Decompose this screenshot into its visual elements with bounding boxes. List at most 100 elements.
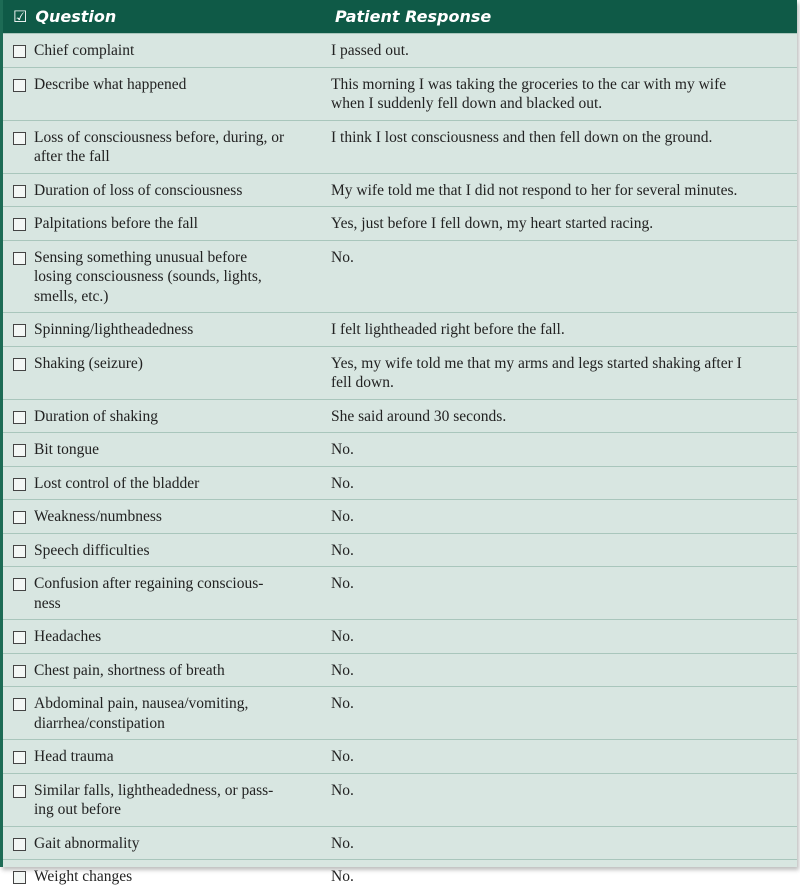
- question-cell: Palpitations before the fall: [3, 206, 319, 240]
- table-row: Loss of consciousness before, during, or…: [3, 119, 797, 173]
- question-text: Abdominal pain, nausea/vomiting, diarrhe…: [34, 695, 249, 732]
- question-cell: Chest pain, shortness of breath: [3, 652, 319, 687]
- checkbox-icon[interactable]: [13, 444, 26, 457]
- table-row: Palpitations before the fall Yes, just be…: [3, 206, 797, 240]
- checkbox-icon[interactable]: [13, 511, 26, 524]
- question-cell: Weight changes: [3, 859, 319, 893]
- response-cell: No.: [319, 859, 797, 893]
- response-cell: My wife told me that I did not respond t…: [319, 172, 797, 207]
- checkbox-icon[interactable]: [13, 357, 26, 371]
- question-text: Lost control of the bladder: [34, 474, 200, 492]
- table-row: Abdominal pain, nausea/vomiting, diarrhe…: [3, 686, 797, 740]
- question-cell: Shaking (seizure): [3, 345, 319, 399]
- table-header: ☑ Question Patient Response: [3, 0, 797, 34]
- question-cell: Confusion after regaining conscious- nes…: [3, 566, 319, 620]
- checkbox-icon[interactable]: [13, 251, 26, 265]
- question-text: Headaches: [34, 628, 102, 645]
- checkbox-icon[interactable]: [13, 578, 26, 591]
- question-text: Chief complaint: [34, 42, 135, 59]
- response-cell: This morning I was taking the groceries …: [319, 66, 797, 120]
- question-cell: Speech difficulties: [3, 532, 319, 567]
- question-cell: Weakness/numbness: [3, 499, 319, 533]
- table-row: Weight changes No.: [3, 859, 797, 893]
- question-text: Chest pain, shortness of breath: [34, 661, 225, 679]
- checkbox-icon[interactable]: [13, 218, 26, 231]
- table-row: Confusion after regaining conscious- nes…: [3, 566, 797, 620]
- question-text: Sensing something unusual before losing …: [34, 248, 262, 305]
- table-row: Speech difficulties No.: [3, 532, 797, 567]
- checkbox-icon[interactable]: [13, 410, 26, 424]
- checkbox-icon[interactable]: [13, 837, 26, 851]
- question-cell: Describe what happened: [3, 66, 319, 120]
- table-row: Duration of loss of consciousness My wife…: [3, 172, 797, 207]
- question-cell: Duration of shaking: [3, 398, 319, 433]
- question-text: Shaking (seizure): [34, 354, 143, 372]
- table-row: Head trauma No.: [3, 739, 797, 773]
- question-cell: Bit tongue: [3, 432, 319, 466]
- table-row: Describe what happened This morning I was…: [3, 66, 797, 120]
- checkbox-icon[interactable]: [13, 131, 26, 145]
- question-cell: Lost control of the bladder: [3, 465, 319, 500]
- checkbox-icon[interactable]: [13, 477, 26, 491]
- question-column-header: ☑ Question: [3, 0, 319, 34]
- checkbox-icon[interactable]: [13, 184, 26, 198]
- checkbox-icon[interactable]: [13, 784, 26, 798]
- response-cell: Yes, just before I fell down, my heart s…: [319, 206, 797, 240]
- response-cell: I passed out.: [319, 33, 797, 67]
- question-text: Head trauma: [34, 748, 114, 765]
- patient-history-table: ☑ Question Patient Response Chief complai…: [3, 0, 797, 893]
- question-cell: Duration of loss of consciousness: [3, 172, 319, 207]
- question-text: Gait abnormality: [34, 834, 140, 852]
- question-text: Bit tongue: [34, 441, 100, 458]
- question-text: Speech difficulties: [34, 541, 150, 559]
- checkbox-icon[interactable]: [13, 78, 26, 92]
- response-column-header: Patient Response: [319, 0, 797, 34]
- checkbox-icon[interactable]: [13, 751, 26, 764]
- response-cell: No.: [319, 465, 797, 500]
- question-cell: Gait abnormality: [3, 825, 319, 860]
- checkbox-icon[interactable]: [13, 544, 26, 558]
- question-cell: Head trauma: [3, 739, 319, 773]
- response-cell: No.: [319, 772, 797, 826]
- checkbox-checked-icon: ☑: [13, 7, 28, 26]
- question-text: Weakness/numbness: [34, 508, 162, 525]
- table-row: Sensing something unusual before losing …: [3, 239, 797, 313]
- question-cell: Headaches: [3, 619, 319, 653]
- question-cell: Chief complaint: [3, 33, 319, 67]
- response-cell: I think I lost consciousness and then fe…: [319, 119, 797, 173]
- question-text: Confusion after regaining conscious- nes…: [34, 575, 264, 612]
- checkbox-icon[interactable]: [13, 698, 26, 711]
- response-cell: Yes, my wife told me that my arms and le…: [319, 345, 797, 399]
- checkbox-icon[interactable]: [13, 631, 26, 644]
- table-row: Shaking (seizure) Yes, my wife told me th…: [3, 345, 797, 399]
- table-row: Similar falls, lightheadedness, or pass-…: [3, 772, 797, 826]
- checkbox-icon[interactable]: [13, 324, 26, 337]
- table-row: Chest pain, shortness of breath No.: [3, 652, 797, 687]
- response-cell: No.: [319, 432, 797, 466]
- question-text: Palpitations before the fall: [34, 215, 198, 232]
- question-text: Weight changes: [34, 868, 133, 885]
- response-cell: No.: [319, 686, 797, 740]
- response-cell: No.: [319, 499, 797, 533]
- table-row: Bit tongue No.: [3, 432, 797, 466]
- response-cell: No.: [319, 739, 797, 773]
- checkbox-icon[interactable]: [13, 664, 26, 678]
- question-text: Duration of shaking: [34, 407, 158, 425]
- question-text: Duration of loss of consciousness: [34, 181, 243, 199]
- question-text: Loss of consciousness before, during, or…: [34, 128, 285, 166]
- question-cell: Similar falls, lightheadedness, or pass-…: [3, 772, 319, 826]
- question-cell: Sensing something unusual before losing …: [3, 239, 319, 313]
- checkbox-icon[interactable]: [13, 871, 26, 884]
- response-cell: She said around 30 seconds.: [319, 398, 797, 433]
- response-cell: No.: [319, 532, 797, 567]
- checkbox-icon[interactable]: [13, 45, 26, 58]
- question-text: Spinning/lightheadedness: [34, 321, 194, 338]
- table-row: Weakness/numbness No.: [3, 499, 797, 533]
- question-cell: Abdominal pain, nausea/vomiting, diarrhe…: [3, 686, 319, 740]
- response-cell: No.: [319, 619, 797, 653]
- table-row: Gait abnormality No.: [3, 825, 797, 860]
- table-row: Lost control of the bladder No.: [3, 465, 797, 500]
- response-cell: No.: [319, 825, 797, 860]
- table-row: Headaches No.: [3, 619, 797, 653]
